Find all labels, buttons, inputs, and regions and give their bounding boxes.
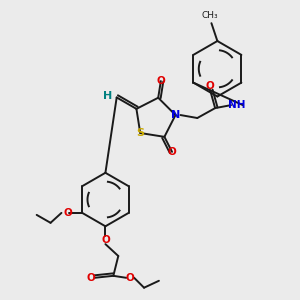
Text: O: O bbox=[206, 81, 214, 91]
Text: O: O bbox=[63, 208, 72, 218]
Text: O: O bbox=[168, 147, 176, 157]
Text: O: O bbox=[157, 76, 165, 86]
Text: S: S bbox=[136, 128, 144, 138]
Text: O: O bbox=[101, 235, 110, 245]
Text: CH₃: CH₃ bbox=[201, 11, 218, 20]
Text: O: O bbox=[86, 273, 95, 283]
Text: O: O bbox=[126, 273, 135, 283]
Text: NH: NH bbox=[228, 100, 246, 110]
Text: H: H bbox=[103, 92, 112, 101]
Text: N: N bbox=[171, 110, 180, 120]
